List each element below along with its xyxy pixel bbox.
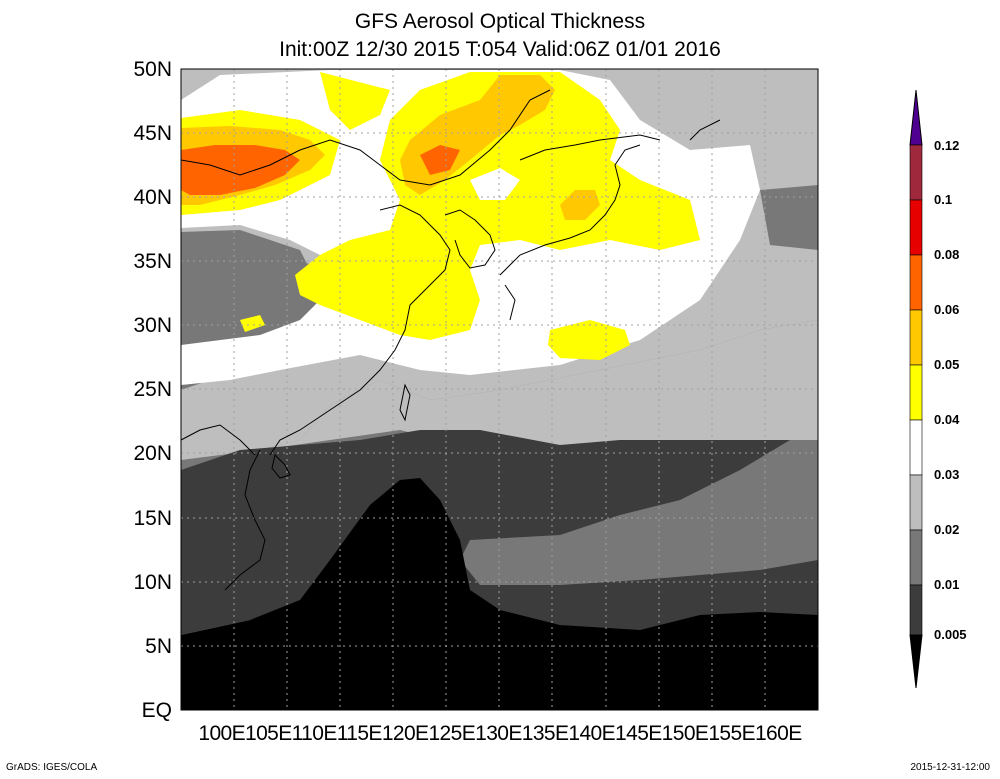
chart-title: GFS Aerosol Optical Thickness	[354, 10, 646, 33]
colorbar-swatch-2	[909, 584, 923, 636]
field-004-005-core	[295, 72, 700, 340]
field-006-008-b	[420, 145, 460, 175]
field-004-005-sea	[548, 320, 630, 360]
colorbar-swatch-6	[909, 364, 923, 421]
colorbar-top-arrow	[909, 89, 923, 146]
colorbar-label-002: 0.02	[934, 522, 960, 537]
lat-label-45n: 45N	[133, 122, 172, 145]
colorbar-swatch-10	[909, 144, 923, 201]
colorbar-swatch-5	[909, 419, 923, 476]
colorbar-label-005: 0.05	[934, 357, 960, 372]
colorbar-swatch-8	[909, 254, 923, 311]
lon-labels: 100E105E110E115E120E125E130E135E140E145E…	[198, 722, 802, 745]
colorbar-bottom-arrow	[909, 634, 923, 689]
lat-label-15n: 15N	[133, 507, 172, 530]
colorbar	[909, 89, 923, 689]
generation-timestamp: 2015-12-31-12:00	[910, 762, 990, 773]
colorbar-swatch-3	[909, 529, 923, 586]
field-006-008	[181, 145, 300, 195]
lat-label-10n: 10N	[133, 571, 172, 594]
grads-credit: GrADS: IGES/COLA	[6, 762, 98, 773]
colorbar-swatch-7	[909, 309, 923, 366]
lat-label-30n: 30N	[133, 314, 172, 337]
colorbar-swatch-9	[909, 199, 923, 256]
lat-label-35n: 35N	[133, 250, 172, 273]
lat-label-50n: 50N	[133, 58, 172, 81]
colorbar-label-008: 0.08	[934, 247, 960, 262]
colorbar-label-003: 0.03	[934, 467, 960, 482]
colorbar-label-0005: 0.005	[934, 627, 967, 642]
colorbar-label-004: 0.04	[934, 412, 960, 427]
lat-label-40n: 40N	[133, 186, 172, 209]
field-001-002-east	[760, 185, 818, 250]
lat-label-25n: 25N	[133, 378, 172, 401]
colorbar-label-012: 0.12	[934, 138, 960, 153]
field-003-004-hole	[470, 168, 520, 200]
plot-frame	[180, 68, 819, 711]
colorbar-label-01: 0.1	[934, 192, 953, 207]
field-001-002-islet	[700, 510, 780, 560]
coastlines	[181, 89, 721, 710]
field-001-002-west	[181, 230, 320, 345]
lat-label-5n: 5N	[145, 635, 172, 658]
colorbar-label-006: 0.06	[934, 302, 960, 317]
colorbar-label-001: 0.01	[934, 577, 960, 592]
lat-label-20n: 20N	[133, 442, 172, 465]
grid-lines	[181, 69, 818, 710]
field-001-002-pacific	[460, 440, 818, 585]
field-004-005-spot	[240, 315, 265, 332]
colorbar-swatch-4	[909, 474, 923, 531]
chart-subtitle: Init:00Z 12/30 2015 T:054 Valid:06Z 01/0…	[279, 38, 721, 61]
lat-label-eq: EQ	[141, 699, 172, 722]
field-004-005-north	[320, 72, 390, 130]
